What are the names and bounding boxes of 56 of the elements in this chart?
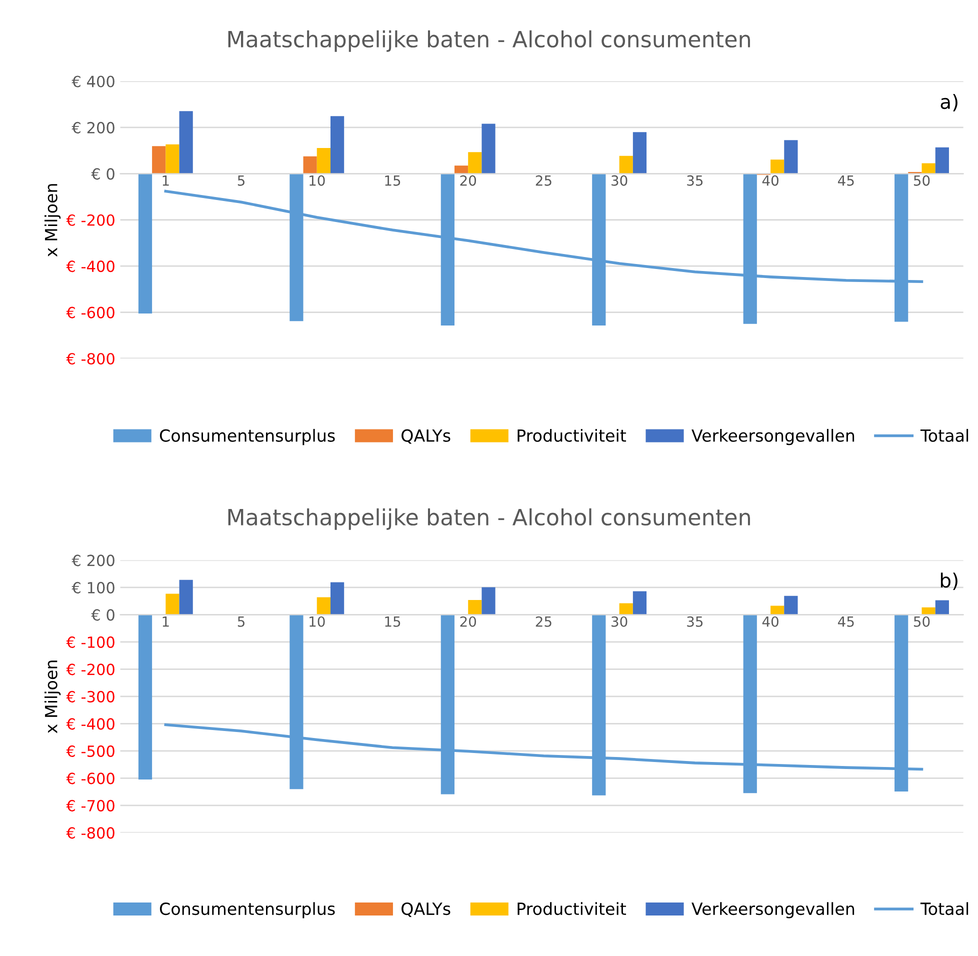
x-tick-label: 15 [385, 175, 400, 186]
legend-label: Consumentensurplus [160, 428, 335, 446]
legend-label: Consumentensurplus [160, 902, 335, 918]
y-tick-label: € 200 [72, 554, 114, 566]
y-axis-title: x Miljoen [44, 184, 61, 257]
y-tick-label: € 100 [72, 582, 114, 594]
x-tick-label: 25 [536, 616, 552, 627]
x-tick-label: 5 [238, 616, 244, 627]
x-tick-label: 1 [162, 616, 169, 627]
y-axis-title: x Miljoen [44, 660, 61, 734]
y-tick-label: € -600 [66, 306, 114, 318]
y-tick-label: € -800 [66, 352, 114, 365]
x-tick-label: 25 [536, 175, 552, 186]
x-tick-label: 45 [838, 175, 854, 186]
x-tick-label: 1 [162, 175, 169, 186]
annotation: a) [940, 94, 958, 112]
x-tick-label: 40 [762, 175, 778, 186]
x-tick-label: 45 [838, 616, 854, 627]
legend-label: Productiviteit [518, 428, 626, 442]
y-tick-label: € -200 [66, 664, 114, 676]
legend-label: QALYs [402, 902, 450, 917]
annotation: b) [940, 572, 958, 590]
chart-title: Maatschappelijke baten - Alcohol consumenten [228, 30, 750, 52]
legend-label: Totaal [920, 428, 968, 442]
x-tick-label: 5 [238, 175, 244, 186]
x-tick-label: 15 [385, 616, 400, 627]
legend-label: Totaal [920, 902, 968, 916]
x-tick-label: 20 [460, 616, 476, 627]
legend-label: QALYs [402, 429, 450, 444]
y-tick-label: € -700 [66, 800, 114, 812]
y-tick-label: € 200 [72, 122, 114, 134]
y-tick-label: € -200 [66, 214, 114, 226]
x-tick-label: 50 [914, 175, 930, 186]
y-tick-label: € 0 [91, 609, 114, 621]
y-tick-label: € -600 [66, 772, 114, 784]
y-tick-label: € -300 [66, 690, 114, 702]
y-tick-label: € -800 [66, 827, 114, 839]
chart-title: Maatschappelijke baten - Alcohol consumenten [228, 508, 750, 530]
legend-label: Verkeersongevallen [692, 902, 854, 918]
y-tick-label: € -400 [66, 718, 114, 730]
y-tick-label: € 400 [72, 76, 114, 88]
x-tick-label: 35 [687, 175, 703, 186]
y-tick-label: € -400 [66, 260, 114, 272]
x-tick-label: 10 [310, 616, 325, 627]
y-tick-label: € 0 [91, 168, 114, 180]
x-tick-label: 30 [612, 616, 628, 627]
y-tick-label: € -100 [66, 636, 114, 648]
x-tick-label: 50 [914, 616, 930, 627]
x-tick-label: 30 [612, 175, 628, 186]
x-tick-label: 35 [687, 616, 703, 627]
legend-label: Verkeersongevallen [692, 428, 854, 446]
x-tick-label: 10 [310, 175, 325, 186]
x-tick-label: 40 [762, 616, 778, 627]
legend-label: Productiviteit [518, 902, 626, 916]
y-tick-label: € -500 [66, 745, 114, 757]
x-tick-label: 20 [460, 175, 476, 186]
